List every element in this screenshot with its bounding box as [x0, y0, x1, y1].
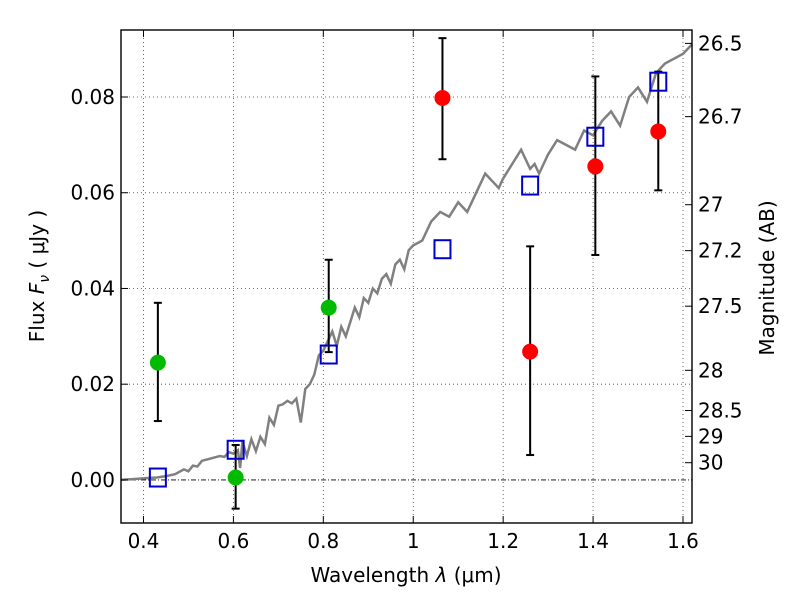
y-axis-label: Flux Fν ( μJy ) [25, 210, 53, 342]
y2-axis-label: Magnitude (AB) [755, 200, 779, 355]
y-axis-label-text: Flux [25, 300, 49, 342]
y2-tick-label: 27.2 [698, 239, 743, 263]
template-spectrum [120, 43, 693, 482]
model-point [148, 467, 167, 488]
data-point [587, 158, 604, 175]
model-point [226, 439, 245, 460]
x-tick-label: 0.8 [307, 529, 339, 553]
y2-tick-label: 28.5 [698, 399, 743, 423]
model-point [649, 71, 668, 92]
y-tick-label: 0.04 [70, 276, 115, 300]
x-tick-label: 1.4 [577, 529, 609, 553]
x-axis-label-symbol: λ [435, 563, 448, 587]
y-axis-label-unit: ( μJy ) [25, 210, 49, 269]
y2-tick-label: 29 [698, 424, 723, 448]
photometry-markers [148, 71, 668, 488]
x-axis-label-text: Wavelength [310, 563, 429, 587]
model-point [319, 344, 338, 365]
y-axis-label-symbol: F [25, 282, 49, 294]
y2-tick-label: 28 [698, 358, 723, 382]
data-point [320, 299, 337, 316]
y2-tick-label: 26.5 [698, 31, 743, 55]
data-point [149, 354, 166, 371]
y-axis-label-subscript: ν [37, 275, 53, 283]
y-tick-label: 0.06 [70, 181, 115, 205]
y2-tick-label: 27.5 [698, 294, 743, 318]
x-tick-label: 1.2 [487, 529, 519, 553]
model-point [521, 175, 540, 196]
y2-tick-label: 26.7 [698, 105, 743, 129]
x-tick-label: 0.4 [128, 529, 160, 553]
x-axis-label: Wavelength λ (μm) [310, 563, 501, 587]
plot-frame [120, 29, 693, 524]
data-point [522, 343, 539, 360]
y-tick-label: 0.00 [70, 468, 115, 492]
model-point [433, 239, 452, 260]
x-tick-label: 0.6 [217, 529, 249, 553]
x-tick-label: 1 [407, 529, 420, 553]
data-point [434, 89, 451, 106]
data-point [227, 469, 244, 486]
y-tick-label: 0.02 [70, 372, 115, 396]
model-point [586, 126, 605, 147]
ticks: 0.4 0.6 0.8 1 1.2 1.4 1.6 0.00 0.02 0.04 0.06 0.08 2… [70, 30, 743, 553]
data-point [650, 123, 667, 140]
y-tick-label: 0.08 [70, 85, 115, 109]
y2-tick-label: 27 [698, 193, 723, 217]
x-axis-label-unit: (μm) [454, 563, 502, 587]
x-tick-label: 1.6 [667, 529, 699, 553]
y2-tick-label: 30 [698, 451, 723, 475]
template-spectrum-line [120, 43, 693, 482]
